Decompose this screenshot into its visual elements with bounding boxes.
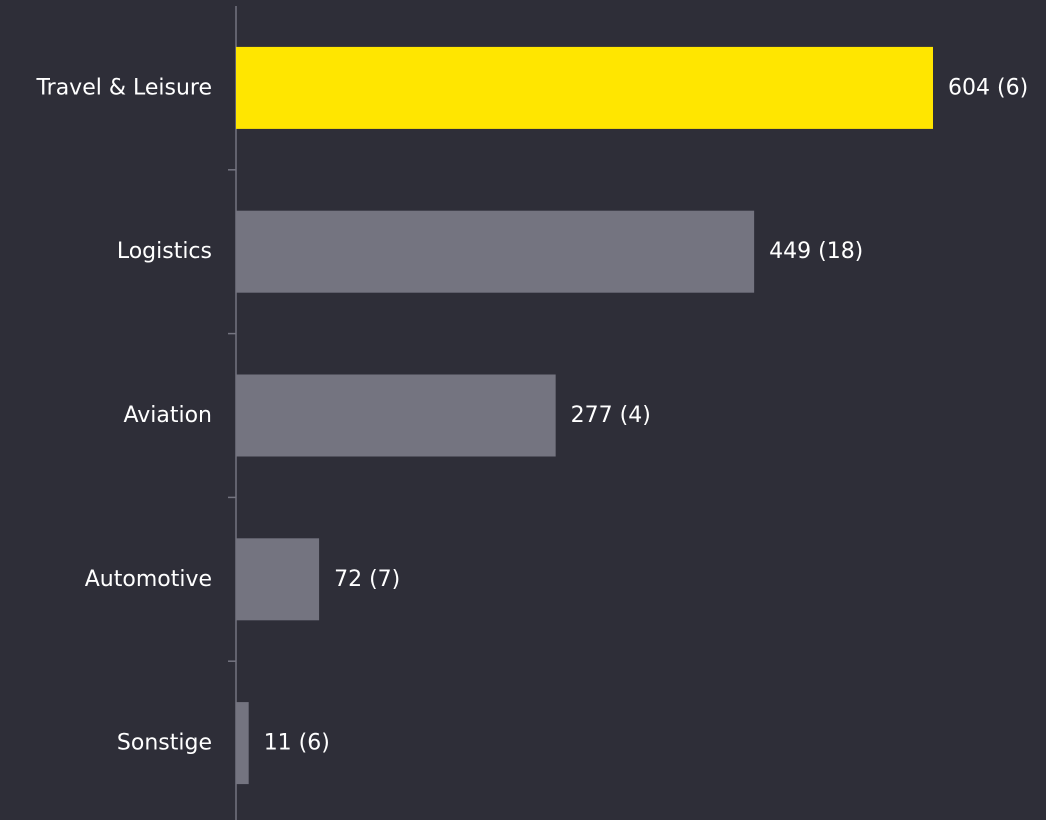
- value-label: 604 (6): [948, 75, 1028, 100]
- bar: [236, 702, 249, 785]
- bar: [236, 374, 556, 457]
- y-axis-ticks: [228, 169, 236, 662]
- value-label: 449 (18): [769, 239, 863, 264]
- value-label: 11 (6): [264, 731, 330, 756]
- bar-group: [236, 46, 933, 785]
- category-label: Aviation: [123, 403, 212, 428]
- bar: [236, 538, 320, 621]
- category-label: Sonstige: [117, 731, 212, 756]
- bar: [236, 210, 755, 293]
- category-label: Automotive: [85, 567, 212, 592]
- category-labels: Travel & Leisure Logistics Aviation Automot…: [35, 75, 212, 755]
- category-label: Logistics: [117, 239, 212, 264]
- category-label: Travel & Leisure: [35, 75, 212, 100]
- bar: [236, 46, 933, 129]
- value-label: 277 (4): [571, 403, 651, 428]
- value-labels: 604 (6) 449 (18) 277 (4) 72 (7) 11 (6): [264, 75, 1028, 755]
- value-label: 72 (7): [334, 567, 400, 592]
